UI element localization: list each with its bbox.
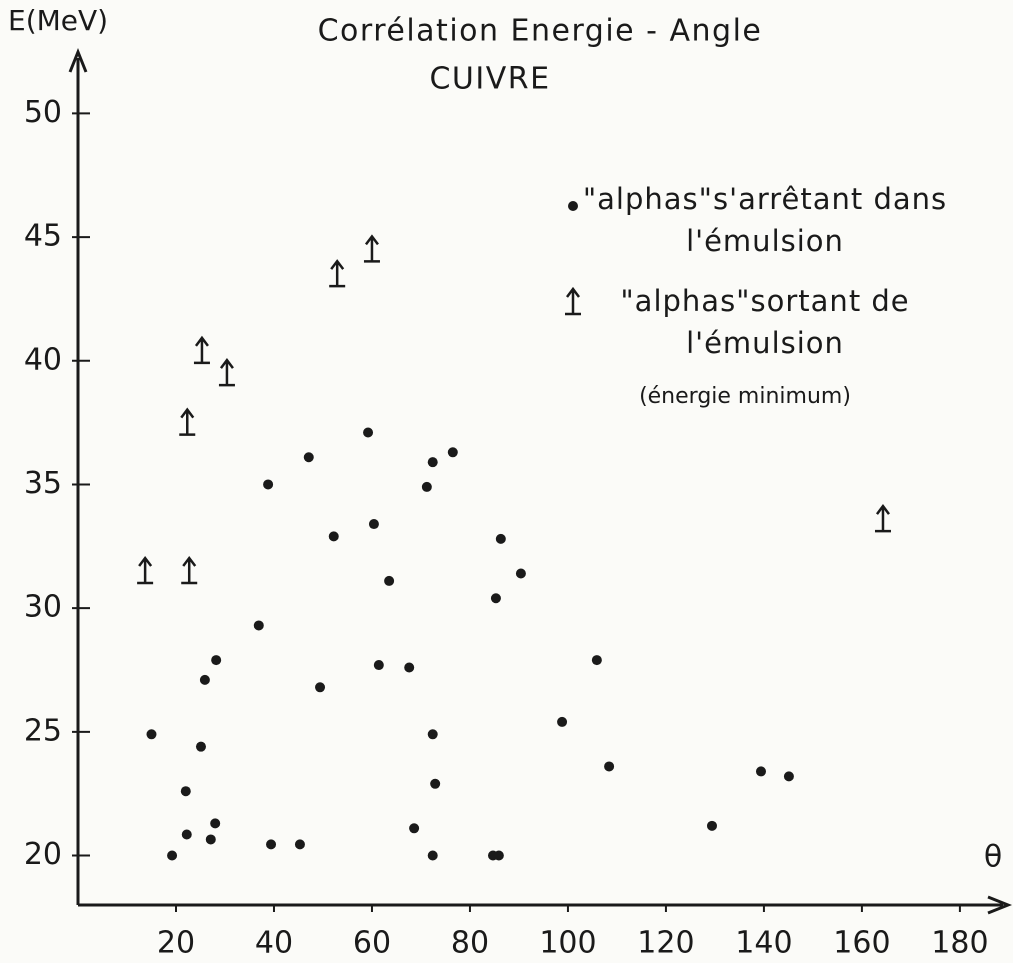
point [604,761,615,772]
point [180,786,191,797]
point [404,662,415,673]
point-arrow [363,234,380,263]
point [706,820,717,831]
point [303,452,314,463]
point [430,778,441,789]
point [447,447,458,458]
y-tick-label: 30 [24,590,62,625]
point [266,839,277,850]
x-tick-label: 160 [833,926,890,961]
arrow-glyph [565,286,581,316]
x-tick-label: 80 [451,926,489,961]
point [210,818,221,829]
point-arrow [193,335,210,365]
point [195,741,206,752]
arrow-glyph [179,407,196,436]
x-tick-label: 20 [157,926,195,961]
point-arrow [329,259,346,288]
point [755,766,766,777]
arrow-glyph [874,503,891,533]
arrow-glyph [363,234,380,263]
point [263,479,274,490]
y-tick-label: 40 [24,342,62,377]
point [315,682,326,693]
point-arrow [179,407,196,436]
legend-marker [565,286,581,316]
y-tick-label: 45 [24,219,62,254]
point [490,593,501,604]
x-tick-label: 60 [353,926,391,961]
point-arrow [137,555,154,585]
point [384,575,395,586]
point [427,850,438,861]
legend-entry: "alphas"sortant de l'émulsion [620,284,910,360]
chart-subtitle: CUIVRE [429,62,550,97]
x-axis-arrow [987,895,1013,915]
x-tick-label: 40 [255,926,293,961]
arrow-glyph [193,335,210,365]
arrow-glyph [218,358,235,387]
point [167,850,178,861]
point [515,568,526,579]
point [591,655,602,666]
point [783,771,794,782]
point [493,850,504,861]
point [427,729,438,740]
point-arrow [874,503,891,533]
point [421,481,432,492]
point [427,457,438,468]
point [368,519,379,530]
point-arrow [181,555,198,585]
point [294,839,305,850]
point [211,655,222,666]
axes [68,47,1013,915]
y-tick-label: 50 [24,95,62,130]
arrow-glyph [137,555,154,585]
point [205,834,216,845]
y-axis-arrow [68,47,88,73]
point-arrow [218,358,235,387]
x-tick-label: 100 [539,926,596,961]
x-axis-label: θ [984,840,1002,875]
point [373,660,384,671]
x-tick-label: 120 [637,926,694,961]
chart-title: Corrélation Energie - Angle [318,14,763,49]
y-axis-label: E(MeV) [8,4,108,37]
y-tick-label: 35 [24,466,62,501]
legend-marker [568,201,578,211]
annotation: (énergie minimum) [639,384,851,409]
point [409,823,420,834]
point [495,533,506,544]
point [199,674,210,685]
legend-entry: "alphas"s'arrêtant dans l'émulsion [582,182,948,258]
y-tick-label: 25 [24,713,62,748]
point [328,531,339,542]
arrow-glyph [329,259,346,288]
point [146,729,157,740]
y-tick-label: 20 [24,837,62,872]
point [557,716,568,727]
x-tick-label: 180 [931,926,988,961]
x-tick-label: 140 [735,926,792,961]
point [253,620,264,631]
arrow-glyph [181,555,198,585]
point [363,427,374,438]
point [181,829,192,840]
